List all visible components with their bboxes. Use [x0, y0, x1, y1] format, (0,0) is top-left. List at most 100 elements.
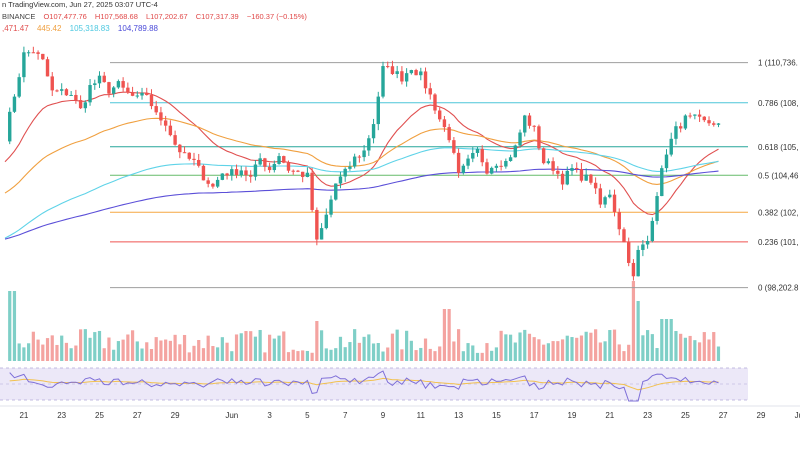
x-tick-label: 21 — [605, 411, 614, 420]
x-axis: 21 23 25 27 29 Jun 3 5 7 9 11 13 15 17 19 21 23 25 27 29 Ju — [0, 405, 800, 420]
volume-bar — [135, 341, 139, 361]
volume-bar — [130, 330, 135, 361]
candle-body — [541, 148, 546, 164]
candle-body — [523, 115, 527, 133]
ma-value-3: 105,318.83 — [69, 24, 110, 33]
fib-label-1: 0.786 (108, — [758, 99, 798, 108]
volume-bar — [353, 329, 357, 361]
candle-body — [211, 183, 215, 187]
candle-body — [74, 94, 78, 101]
volume-bar — [79, 329, 83, 361]
volume-bar — [523, 329, 527, 361]
volume-bar — [452, 341, 456, 361]
volume-bar — [258, 329, 262, 361]
volume-bar — [390, 333, 395, 361]
volume-bar — [211, 346, 215, 361]
candle-body — [570, 167, 574, 171]
candle-body — [494, 165, 499, 168]
candle-body — [664, 154, 669, 169]
x-tick-label: Ju — [795, 411, 800, 420]
candle-body — [215, 179, 220, 187]
fib-label-3: 0.5 (104,46 — [758, 171, 799, 180]
volume-bar — [664, 319, 669, 361]
candle-body — [88, 85, 92, 103]
volume-bar — [457, 329, 461, 361]
candle-body — [338, 176, 343, 184]
volume-bar — [31, 331, 35, 361]
candle-body — [390, 66, 395, 74]
candle-body — [286, 162, 291, 171]
candle-body — [669, 138, 673, 155]
candle-body — [386, 66, 390, 68]
volume-bar — [546, 343, 550, 361]
candle-body — [159, 112, 163, 121]
volume-bar — [513, 342, 517, 361]
volume-bar — [140, 348, 144, 361]
volume-bar — [159, 340, 163, 361]
volume-bar — [69, 348, 73, 361]
candle-body — [617, 212, 621, 230]
candle-body — [291, 170, 295, 172]
candle-body — [471, 152, 475, 159]
candle-body — [428, 88, 432, 95]
volume-bar — [338, 336, 343, 361]
volume-bar — [683, 337, 687, 361]
candle-body — [187, 152, 191, 159]
candle-body — [97, 75, 102, 84]
candle-body — [296, 170, 300, 172]
ohlc-high: H107,568.68 — [94, 12, 138, 21]
volume-bar — [60, 335, 64, 361]
candle-body — [352, 156, 357, 167]
candle-body — [546, 161, 551, 164]
fib-label-6: 0 (98,202.8 — [758, 284, 799, 293]
candle-body — [371, 124, 376, 139]
volume-bar — [527, 333, 532, 361]
volume-bar — [93, 332, 97, 361]
volume-bar — [357, 342, 361, 361]
candle-body — [116, 81, 121, 88]
candle-body — [168, 125, 173, 136]
volume-bar — [121, 339, 125, 361]
volume-bar — [442, 309, 447, 361]
candle-body — [277, 156, 281, 164]
candle-body — [282, 156, 286, 163]
x-tick-label: Jun — [225, 411, 238, 420]
candle-body — [551, 161, 555, 171]
volume-bar — [367, 334, 371, 361]
rsi-ma-line — [9, 377, 719, 391]
candle-body — [475, 148, 480, 153]
candle-body — [225, 173, 229, 176]
volume-bar — [64, 342, 69, 361]
volume-bar — [220, 337, 224, 361]
volume-bar — [277, 335, 281, 361]
volume-bar — [296, 351, 300, 361]
volume-bar — [471, 345, 475, 361]
candle-body — [154, 106, 158, 113]
candle-body — [414, 70, 418, 76]
volume-bar — [343, 347, 347, 361]
rsi-line — [9, 370, 719, 402]
candle-body — [400, 71, 404, 82]
candle-body — [707, 120, 711, 124]
source-text: n TradingView.com, Jun 27, 2025 03:07 UT… — [2, 0, 158, 9]
ma-value-4: 104,789.88 — [117, 24, 158, 33]
x-tick-label: 3 — [267, 411, 272, 420]
rsi-pane — [0, 367, 748, 402]
candle-body — [64, 89, 69, 96]
candle-body — [348, 166, 352, 169]
candle-body — [650, 220, 655, 242]
candle-body — [163, 120, 168, 126]
volume-bar — [679, 333, 683, 361]
volume-bar — [381, 351, 385, 361]
volume-bar — [480, 352, 484, 361]
volume-bar — [565, 335, 569, 361]
volume-bar — [286, 352, 291, 361]
volume-bar — [646, 330, 650, 361]
candle-body — [126, 87, 130, 93]
volume-bar — [693, 340, 697, 361]
candle-body — [645, 241, 650, 245]
volume-bar — [239, 333, 243, 361]
ma-100-line — [4, 147, 719, 239]
candle-body — [324, 214, 328, 229]
candle-body — [598, 188, 603, 205]
